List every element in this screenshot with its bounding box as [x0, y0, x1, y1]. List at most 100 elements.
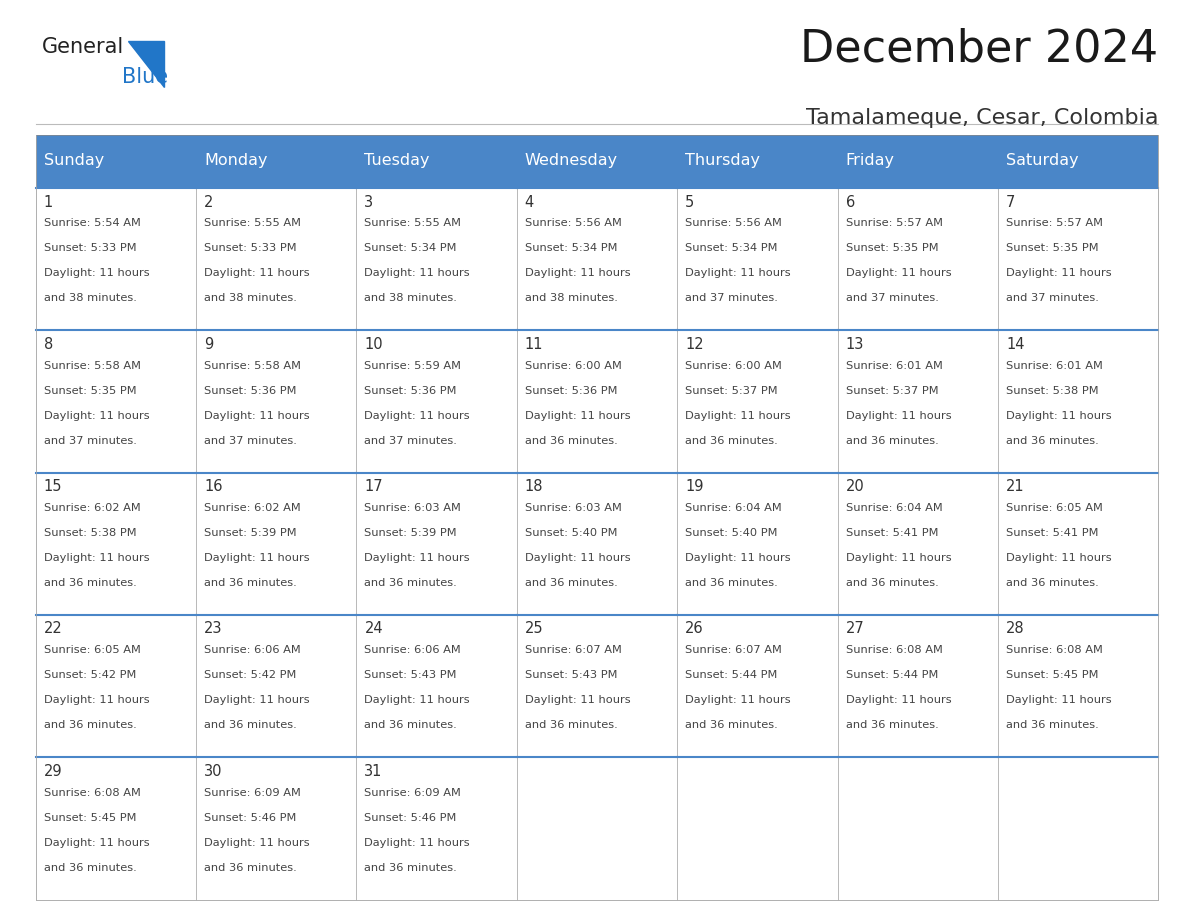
Text: Sunrise: 6:02 AM: Sunrise: 6:02 AM [204, 503, 301, 513]
Text: Sunset: 5:40 PM: Sunset: 5:40 PM [685, 528, 778, 538]
Text: Daylight: 11 hours: Daylight: 11 hours [44, 268, 150, 278]
Text: Wednesday: Wednesday [525, 153, 618, 168]
Bar [36, 188, 196, 330]
Text: Sunrise: 5:58 AM: Sunrise: 5:58 AM [204, 361, 301, 371]
Text: and 36 minutes.: and 36 minutes. [846, 721, 939, 731]
Text: 4: 4 [525, 195, 535, 209]
Text: and 38 minutes.: and 38 minutes. [204, 294, 297, 304]
Text: Sunrise: 6:07 AM: Sunrise: 6:07 AM [685, 645, 782, 655]
Bar [36, 615, 196, 757]
Text: 22: 22 [44, 621, 63, 636]
Text: Sunrise: 6:06 AM: Sunrise: 6:06 AM [204, 645, 301, 655]
Text: 9: 9 [204, 337, 214, 352]
Text: and 36 minutes.: and 36 minutes. [685, 721, 778, 731]
Text: Daylight: 11 hours: Daylight: 11 hours [846, 268, 952, 278]
Text: Thursday: Thursday [685, 153, 760, 168]
Text: and 36 minutes.: and 36 minutes. [204, 578, 297, 588]
Text: Sunset: 5:35 PM: Sunset: 5:35 PM [44, 386, 137, 396]
Text: Daylight: 11 hours: Daylight: 11 hours [204, 553, 310, 563]
Text: Sunset: 5:35 PM: Sunset: 5:35 PM [846, 243, 939, 253]
Text: Sunset: 5:34 PM: Sunset: 5:34 PM [365, 243, 457, 253]
Bar [677, 135, 838, 188]
Text: Sunrise: 5:56 AM: Sunrise: 5:56 AM [685, 218, 782, 229]
Text: Sunset: 5:45 PM: Sunset: 5:45 PM [1006, 670, 1099, 680]
Text: Sunrise: 5:55 AM: Sunrise: 5:55 AM [365, 218, 461, 229]
Text: 30: 30 [204, 764, 222, 778]
Text: Daylight: 11 hours: Daylight: 11 hours [204, 837, 310, 847]
Text: 26: 26 [685, 621, 703, 636]
Bar [356, 135, 517, 188]
Text: Tamalameque, Cesar, Colombia: Tamalameque, Cesar, Colombia [805, 108, 1158, 129]
Text: and 36 minutes.: and 36 minutes. [1006, 721, 1099, 731]
Text: Sunrise: 6:08 AM: Sunrise: 6:08 AM [846, 645, 942, 655]
Text: and 36 minutes.: and 36 minutes. [1006, 578, 1099, 588]
Text: 21: 21 [1006, 479, 1024, 494]
Text: Daylight: 11 hours: Daylight: 11 hours [846, 553, 952, 563]
Text: 31: 31 [365, 764, 383, 778]
Bar [36, 135, 196, 188]
Text: 5: 5 [685, 195, 695, 209]
Text: Daylight: 11 hours: Daylight: 11 hours [204, 695, 310, 705]
Bar [36, 330, 196, 473]
Text: Sunrise: 5:59 AM: Sunrise: 5:59 AM [365, 361, 461, 371]
Bar [838, 135, 998, 188]
Text: 6: 6 [846, 195, 855, 209]
Text: and 38 minutes.: and 38 minutes. [44, 294, 137, 304]
Bar [356, 615, 517, 757]
Text: Daylight: 11 hours: Daylight: 11 hours [365, 553, 470, 563]
Text: Sunrise: 6:09 AM: Sunrise: 6:09 AM [365, 788, 461, 798]
Text: Daylight: 11 hours: Daylight: 11 hours [204, 410, 310, 420]
Text: Sunset: 5:44 PM: Sunset: 5:44 PM [846, 670, 939, 680]
Text: Daylight: 11 hours: Daylight: 11 hours [685, 410, 791, 420]
Text: and 38 minutes.: and 38 minutes. [365, 294, 457, 304]
Bar [356, 330, 517, 473]
Bar [517, 135, 677, 188]
Text: 10: 10 [365, 337, 383, 352]
Text: Sunrise: 6:05 AM: Sunrise: 6:05 AM [44, 645, 140, 655]
Text: Sunset: 5:39 PM: Sunset: 5:39 PM [365, 528, 457, 538]
Text: Sunset: 5:37 PM: Sunset: 5:37 PM [846, 386, 939, 396]
Text: and 36 minutes.: and 36 minutes. [365, 578, 457, 588]
Text: Daylight: 11 hours: Daylight: 11 hours [525, 553, 631, 563]
Text: and 36 minutes.: and 36 minutes. [204, 863, 297, 873]
Text: Sunset: 5:45 PM: Sunset: 5:45 PM [44, 812, 137, 823]
Polygon shape [128, 41, 164, 87]
Bar [517, 473, 677, 615]
Text: 20: 20 [846, 479, 865, 494]
Text: Sunrise: 6:03 AM: Sunrise: 6:03 AM [365, 503, 461, 513]
Text: Sunset: 5:41 PM: Sunset: 5:41 PM [1006, 528, 1099, 538]
Text: Sunrise: 6:05 AM: Sunrise: 6:05 AM [1006, 503, 1102, 513]
Bar [517, 188, 677, 330]
Text: and 36 minutes.: and 36 minutes. [204, 721, 297, 731]
Text: Sunrise: 5:58 AM: Sunrise: 5:58 AM [44, 361, 140, 371]
Text: Sunset: 5:33 PM: Sunset: 5:33 PM [204, 243, 297, 253]
Text: Daylight: 11 hours: Daylight: 11 hours [685, 268, 791, 278]
Text: Sunrise: 6:00 AM: Sunrise: 6:00 AM [525, 361, 621, 371]
Text: and 37 minutes.: and 37 minutes. [365, 436, 457, 446]
Text: Sunset: 5:36 PM: Sunset: 5:36 PM [204, 386, 297, 396]
Bar [196, 135, 356, 188]
Text: and 36 minutes.: and 36 minutes. [525, 578, 618, 588]
Text: Tuesday: Tuesday [365, 153, 430, 168]
Text: Daylight: 11 hours: Daylight: 11 hours [685, 553, 791, 563]
Bar [356, 473, 517, 615]
Text: Sunrise: 5:54 AM: Sunrise: 5:54 AM [44, 218, 140, 229]
Text: 25: 25 [525, 621, 543, 636]
Text: 1: 1 [44, 195, 53, 209]
Text: and 36 minutes.: and 36 minutes. [525, 436, 618, 446]
Text: Sunset: 5:34 PM: Sunset: 5:34 PM [525, 243, 618, 253]
Text: and 36 minutes.: and 36 minutes. [1006, 436, 1099, 446]
Text: 27: 27 [846, 621, 865, 636]
Bar [998, 188, 1158, 330]
Bar [998, 757, 1158, 900]
Text: Sunset: 5:43 PM: Sunset: 5:43 PM [525, 670, 618, 680]
Bar [517, 330, 677, 473]
Text: 28: 28 [1006, 621, 1024, 636]
Bar [517, 757, 677, 900]
Text: Daylight: 11 hours: Daylight: 11 hours [846, 410, 952, 420]
Bar [36, 757, 196, 900]
Text: Sunrise: 6:07 AM: Sunrise: 6:07 AM [525, 645, 621, 655]
Text: 15: 15 [44, 479, 62, 494]
Text: Saturday: Saturday [1006, 153, 1079, 168]
Text: and 36 minutes.: and 36 minutes. [365, 863, 457, 873]
